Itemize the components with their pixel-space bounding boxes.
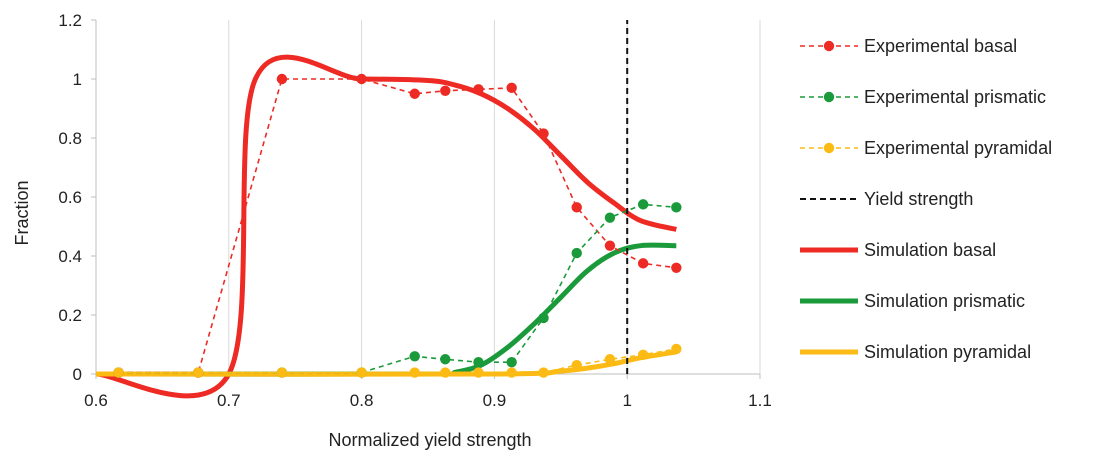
y-axis-title: Fraction [12,180,32,245]
y-tick-label: 0 [73,365,82,384]
legend-item-simulation-basal: Simulation basal [800,240,996,260]
legend-label: Experimental basal [864,36,1017,56]
x-tick-label: 0.8 [350,391,374,410]
x-tick-label: 1 [622,391,631,410]
legend-label: Experimental prismatic [864,87,1046,107]
experimental-prismatic-point [473,357,484,368]
legend-label: Yield strength [864,189,973,209]
experimental-pyramidal-point [571,359,582,371]
legend-marker [823,40,835,52]
legend-item-yield-strength: Yield strength [800,189,973,209]
grid [228,20,761,374]
axes [91,19,761,379]
ticks: 0 0.2 0.4 0.6 0.8 1 1.2 0.6 0.7 0.8 0.9 1 1.1 [58,11,771,410]
experimental-prismatic-point [506,357,517,368]
y-tick-label: 0.6 [58,188,82,207]
y-tick-label: 1 [73,70,82,89]
experimental-prismatic-point [409,351,420,362]
experimental-basal-point [276,73,288,85]
legend-label: Experimental pyramidal [864,138,1052,158]
y-tick-label: 0.4 [58,247,82,266]
simulation-basal-line [95,54,677,399]
experimental-pyramidal-point [409,367,420,378]
legend-item-simulation-prismatic: Simulation prismatic [800,291,1025,311]
legend: Experimental basal Experimental prismatic… [800,36,1052,362]
x-tick-label: 0.9 [483,391,507,410]
legend-label: Simulation pyramidal [864,342,1031,362]
y-tick-label: 1.2 [58,11,82,30]
experimental-basal-point [506,82,517,94]
legend-item-experimental-pyramidal: Experimental pyramidal [800,138,1052,158]
experimental-prismatic-line [118,203,677,374]
legend-item-experimental-basal: Experimental basal [800,36,1017,56]
experimental-prismatic-point [440,354,451,365]
legend-label: Simulation prismatic [864,291,1025,311]
experimental-prismatic-point [637,199,649,210]
experimental-prismatic-point [671,202,682,213]
y-tick-label: 0.8 [58,129,82,148]
experimental-pyramidal-point [671,343,682,355]
x-tick-label: 1.1 [748,391,772,410]
experimental-pyramidal-point [193,367,204,378]
series-group [95,20,682,399]
experimental-pyramidal-point [440,367,451,378]
experimental-pyramidal-point [276,367,288,378]
experimental-basal-point [409,88,420,99]
experimental-basal-point [356,73,367,85]
experimental-pyramidal-point [113,367,124,378]
legend-item-simulation-pyramidal: Simulation pyramidal [800,342,1031,362]
experimental-basal-point [571,202,582,213]
experimental-basal-point [473,84,484,95]
experimental-prismatic-point [604,212,616,223]
legend-item-experimental-prismatic: Experimental prismatic [800,87,1046,107]
x-tick-label: 0.6 [84,391,108,410]
experimental-pyramidal-point [356,367,367,378]
experimental-basal-point [671,262,682,273]
experimental-basal-point [538,128,549,139]
experimental-basal-point [604,240,616,251]
experimental-prismatic-point [538,312,549,324]
legend-marker [823,91,835,103]
experimental-basal-point [637,258,649,269]
y-tick-label: 0.2 [58,306,82,325]
simulation-pyramidal-line [95,349,677,377]
legend-label: Simulation basal [864,240,996,260]
experimental-pyramidal-point [538,367,549,378]
x-tick-label: 0.7 [217,391,241,410]
x-axis-title: Normalized yield strength [328,430,531,450]
simulation-prismatic-line [95,242,677,377]
experimental-pyramidal-point [604,354,616,365]
experimental-basal-point [440,85,451,97]
experimental-pyramidal-point [473,367,484,378]
experimental-pyramidal-point [506,367,517,378]
experimental-pyramidal-point [637,349,649,361]
experimental-prismatic-point [571,247,582,259]
experimental-basal-line [118,78,677,374]
legend-marker [823,142,835,154]
